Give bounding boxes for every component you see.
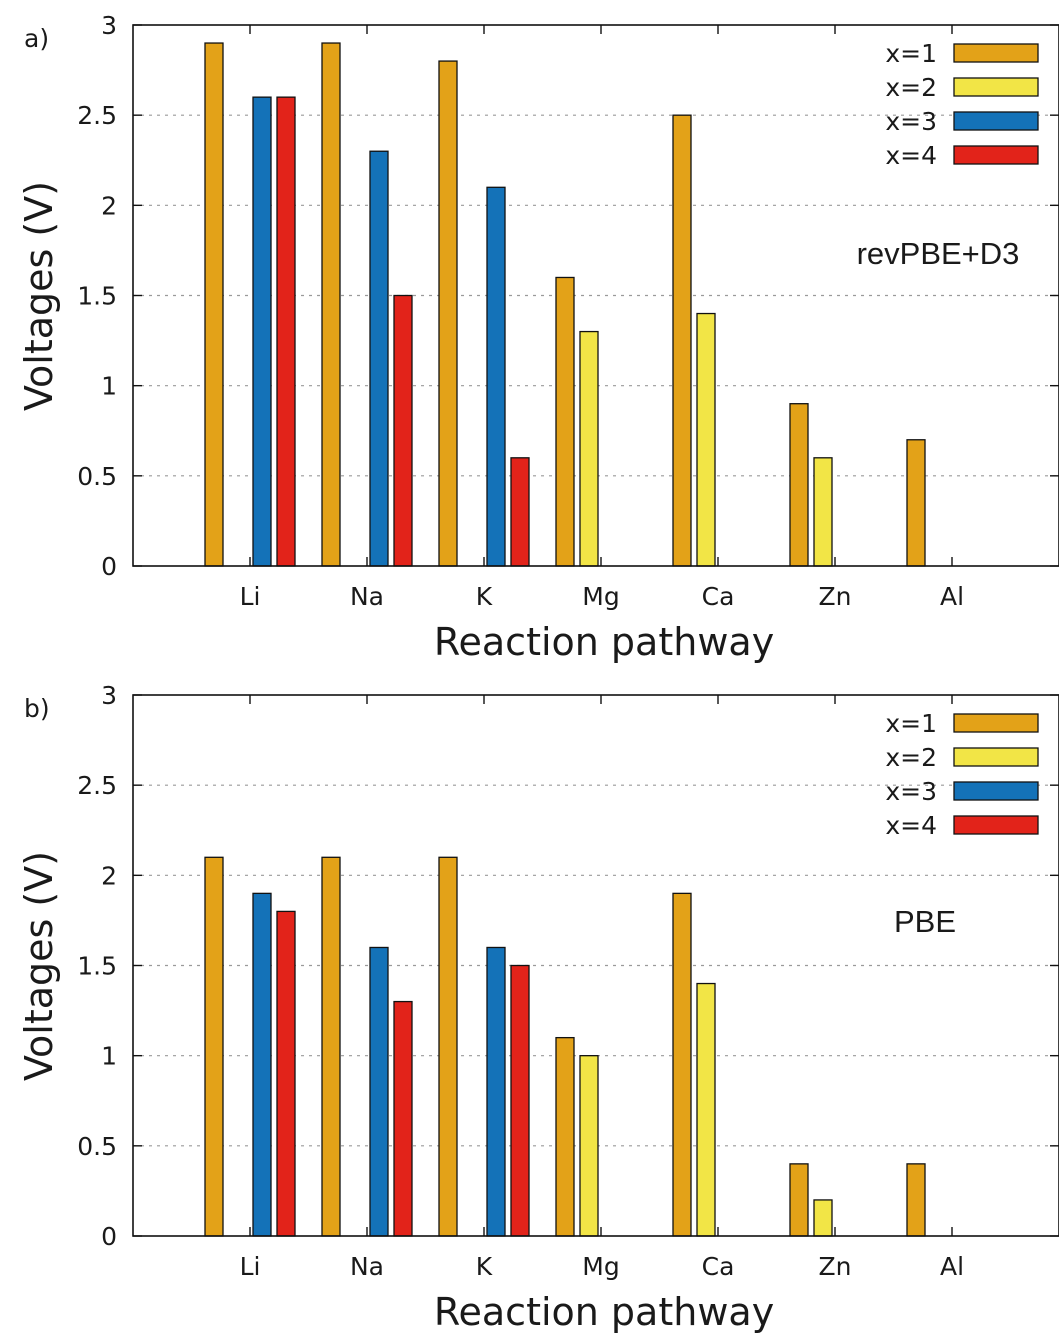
y-tick-label: 1.5 [77, 952, 117, 981]
method-annotation: revPBE+D3 [857, 236, 1020, 271]
x-tick-label: K [476, 582, 493, 611]
y-tick-label: 1 [101, 372, 117, 401]
bar-mg-x1 [555, 276, 575, 567]
bar-li-x4 [276, 96, 296, 567]
bar-zn-x1 [789, 403, 809, 567]
x-tick-label: Zn [819, 1252, 852, 1281]
y-tick-label: 2 [101, 191, 117, 220]
y-axis-title: Voltages (V) [17, 181, 61, 411]
bar-mg-x2 [579, 330, 599, 567]
bar-ca-x1 [672, 892, 692, 1237]
bar-k-x3 [486, 946, 506, 1237]
y-tick-label: 2.5 [77, 771, 117, 800]
bar-na-x1 [321, 856, 341, 1237]
y-tick-label: 0.5 [77, 1132, 117, 1161]
bar-na-x3 [369, 946, 389, 1237]
legend-swatch [953, 815, 1039, 835]
method-annotation: PBE [894, 904, 956, 939]
x-tick-label: Ca [702, 1252, 735, 1281]
x-tick-label: K [476, 1252, 493, 1281]
bar-li-x1 [204, 42, 224, 567]
legend-label: x=3 [885, 777, 937, 806]
legend-swatch [953, 747, 1039, 767]
x-tick-label: Mg [582, 582, 619, 611]
bar-li-x4 [276, 910, 296, 1237]
bar-li-x3 [252, 96, 272, 567]
bar-k-x1 [438, 60, 458, 567]
x-axis-title: Reaction pathway [434, 1290, 774, 1334]
bar-na-x4 [393, 294, 413, 567]
bar-li-x3 [252, 892, 272, 1237]
legend-label: x=3 [885, 107, 937, 136]
legend-swatch [953, 43, 1039, 63]
x-tick-label: Li [240, 582, 261, 611]
legend-swatch [953, 111, 1039, 131]
bar-zn-x2 [813, 1199, 833, 1237]
y-axis-title: Voltages (V) [17, 851, 61, 1081]
x-tick-label: Na [350, 582, 384, 611]
x-tick-label: Li [240, 1252, 261, 1281]
y-tick-label: 1.5 [77, 282, 117, 311]
legend-label: x=1 [885, 39, 937, 68]
bar-zn-x2 [813, 457, 833, 567]
x-tick-label: Al [940, 582, 964, 611]
y-tick-label: 0.5 [77, 462, 117, 491]
legend-label: x=4 [885, 141, 937, 170]
y-tick-label: 0 [101, 1222, 117, 1251]
bar-k-x4 [510, 964, 530, 1237]
bar-k-x4 [510, 457, 530, 567]
panel-label: a) [24, 24, 49, 53]
legend-swatch [953, 781, 1039, 801]
legend-swatch [953, 713, 1039, 733]
bar-ca-x2 [696, 312, 716, 567]
bar-ca-x2 [696, 982, 716, 1237]
legend-label: x=2 [885, 73, 937, 102]
bar-na-x1 [321, 42, 341, 567]
x-tick-label: Mg [582, 1252, 619, 1281]
bar-li-x1 [204, 856, 224, 1237]
chart-panel-b: 0 0.5 1 1.5 2 2.5 3 Li Na K Mg Ca Zn Al Reaction pathw… [17, 681, 1059, 1334]
y-tick-label: 0 [101, 552, 117, 581]
bar-ca-x1 [672, 114, 692, 567]
x-tick-label: Na [350, 1252, 384, 1281]
legend-label: x=2 [885, 743, 937, 772]
y-tick-label: 2 [101, 861, 117, 890]
y-tick-label: 3 [101, 681, 117, 710]
bar-k-x1 [438, 856, 458, 1237]
bar-al-x1 [906, 1163, 926, 1237]
bar-k-x3 [486, 186, 506, 567]
bar-na-x3 [369, 150, 389, 567]
legend-label: x=1 [885, 709, 937, 738]
x-axis-title: Reaction pathway [434, 620, 774, 664]
bar-na-x4 [393, 1000, 413, 1237]
x-tick-label: Zn [819, 582, 852, 611]
panel-label: b) [24, 694, 50, 723]
bar-mg-x2 [579, 1055, 599, 1237]
y-tick-label: 1 [101, 1042, 117, 1071]
chart-panel-a: 0 0.5 1 1.5 2 2.5 3 Li Na K Mg Ca Zn Al Reaction pathw… [17, 11, 1059, 664]
legend-swatch [953, 145, 1039, 165]
x-tick-label: Ca [702, 582, 735, 611]
bar-mg-x1 [555, 1036, 575, 1237]
bar-zn-x1 [789, 1163, 809, 1237]
legend-swatch [953, 77, 1039, 97]
y-tick-label: 3 [101, 11, 117, 40]
legend-label: x=4 [885, 811, 937, 840]
y-tick-label: 2.5 [77, 101, 117, 130]
bar-al-x1 [906, 439, 926, 567]
x-tick-label: Al [940, 1252, 964, 1281]
